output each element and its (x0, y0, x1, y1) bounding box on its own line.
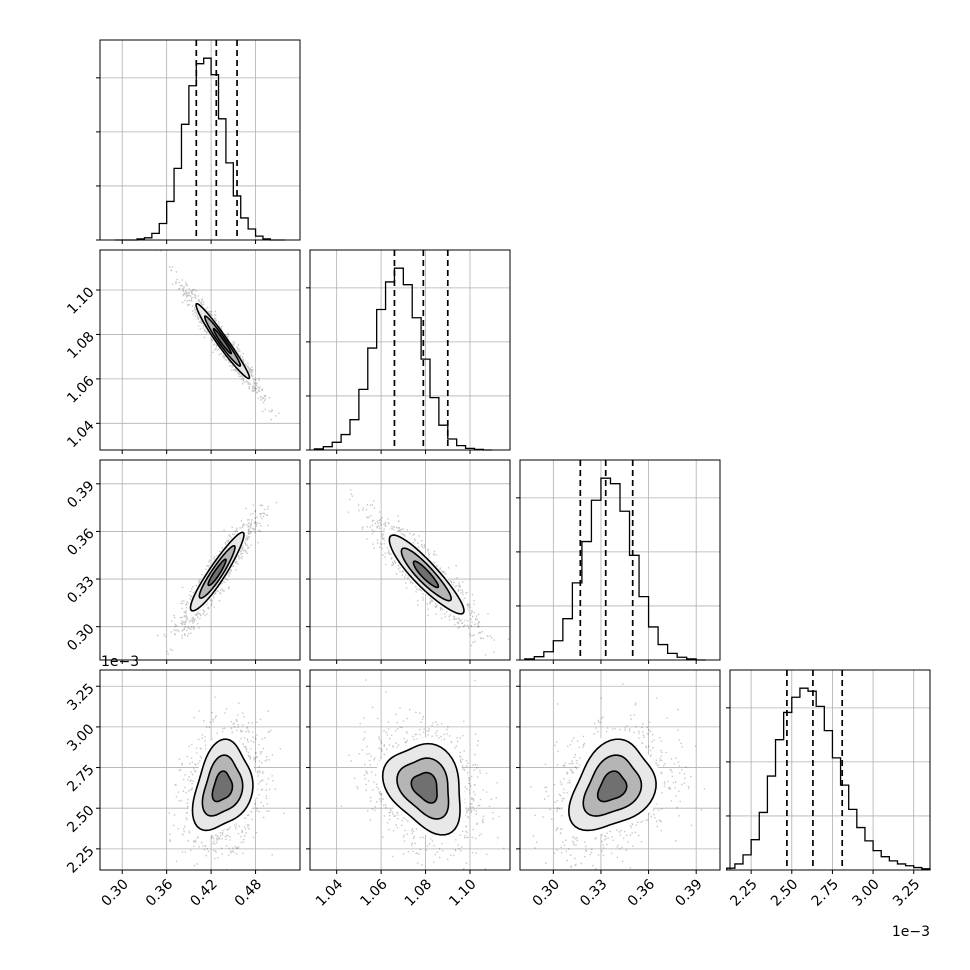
panel-frame (309, 459, 511, 661)
contour-line (189, 531, 245, 612)
contour-line (211, 770, 234, 803)
contour-line (400, 547, 452, 602)
panel-frame (99, 249, 301, 451)
x-tick-label: 0.36 (625, 876, 658, 909)
contour-line (212, 327, 233, 355)
contour-line (410, 771, 438, 804)
panel-frame (99, 459, 301, 661)
y-tick-label: 1.04 (64, 418, 97, 451)
histogram-step-1 (313, 267, 493, 451)
y-tick-label: 1.08 (64, 329, 97, 362)
histogram-panel-3 (726, 669, 931, 874)
scatter-content (156, 501, 278, 655)
x-tick-label: 1.08 (402, 876, 435, 909)
panel-frame (729, 669, 931, 871)
x-tick-label: 0.48 (232, 876, 265, 909)
density-fill (212, 771, 233, 802)
histogram-step-3 (726, 687, 931, 870)
density-fill (208, 559, 227, 586)
scatter-panel-2-3 (516, 669, 721, 874)
panel-frame (309, 669, 511, 871)
x-tick-label: 3.25 (890, 876, 923, 909)
y-tick-label: 0.39 (64, 478, 97, 511)
scatter-panel-1-2 (306, 459, 511, 664)
x-tick-label: 2.75 (809, 876, 842, 909)
x-tick-label: 0.30 (98, 876, 131, 909)
x-tick-label: 2.25 (727, 876, 760, 909)
contour-line (396, 757, 450, 820)
scatter-panel-1-3 (306, 669, 511, 874)
contour-line (207, 558, 227, 587)
scatter-content (168, 696, 285, 870)
contour-line (191, 738, 254, 832)
scatter-content (155, 250, 280, 421)
y-tick-label: 1.06 (64, 373, 97, 406)
contour-line (596, 770, 628, 803)
contour-line (568, 738, 657, 832)
x-tick-label: 0.33 (577, 876, 610, 909)
contour-line (201, 754, 244, 817)
y-tick-label: 0.33 (64, 573, 97, 606)
panel-frame (99, 669, 301, 871)
scatter-panel-0-3 (96, 669, 301, 874)
contour-line (412, 560, 440, 589)
contour-line (195, 302, 251, 380)
density-fill (411, 772, 438, 804)
scatter-content (340, 679, 505, 870)
histogram-step-0 (114, 57, 286, 241)
panel-frame (309, 249, 511, 451)
histogram-panel-1 (306, 249, 511, 454)
contour-line (388, 534, 465, 615)
histogram-step-2 (524, 477, 706, 661)
contour-line (198, 544, 236, 599)
scatter-content (347, 489, 510, 656)
scatter-panel-0-2 (96, 459, 301, 664)
histogram-panel-2 (516, 459, 721, 664)
y-tick-label: 0.30 (64, 621, 97, 654)
x-tick-label: 1.04 (313, 876, 346, 909)
y-offset-label: 1e−3 (101, 654, 139, 670)
x-tick-label: 0.36 (143, 876, 176, 909)
y-tick-label: 2.25 (64, 843, 97, 876)
x-tick-label: 1.06 (357, 876, 390, 909)
x-tick-label: 0.39 (672, 876, 705, 909)
panel-frame (519, 459, 721, 661)
y-tick-label: 3.00 (64, 721, 97, 754)
y-tick-label: 1.10 (64, 284, 97, 317)
panel-frame (99, 39, 301, 241)
x-offset-label: 1e−3 (892, 924, 930, 940)
scatter-content (530, 683, 706, 870)
panel-frame (519, 669, 721, 871)
density-fill (597, 771, 627, 802)
contour-line (381, 742, 461, 836)
density-fill (413, 561, 439, 588)
x-tick-label: 3.00 (849, 876, 882, 909)
y-tick-label: 0.36 (64, 526, 97, 559)
contour-line (582, 754, 643, 817)
x-tick-label: 1.10 (446, 876, 479, 909)
y-tick-label: 3.25 (64, 681, 97, 714)
density-fill (213, 328, 232, 354)
x-tick-label: 0.30 (530, 876, 563, 909)
y-tick-label: 2.50 (64, 803, 97, 836)
y-tick-label: 2.75 (64, 762, 97, 795)
x-tick-label: 0.42 (187, 876, 220, 909)
contour-line (203, 315, 242, 367)
x-tick-label: 2.50 (768, 876, 801, 909)
scatter-panel-0-1 (96, 249, 301, 454)
histogram-panel-0 (96, 39, 301, 244)
